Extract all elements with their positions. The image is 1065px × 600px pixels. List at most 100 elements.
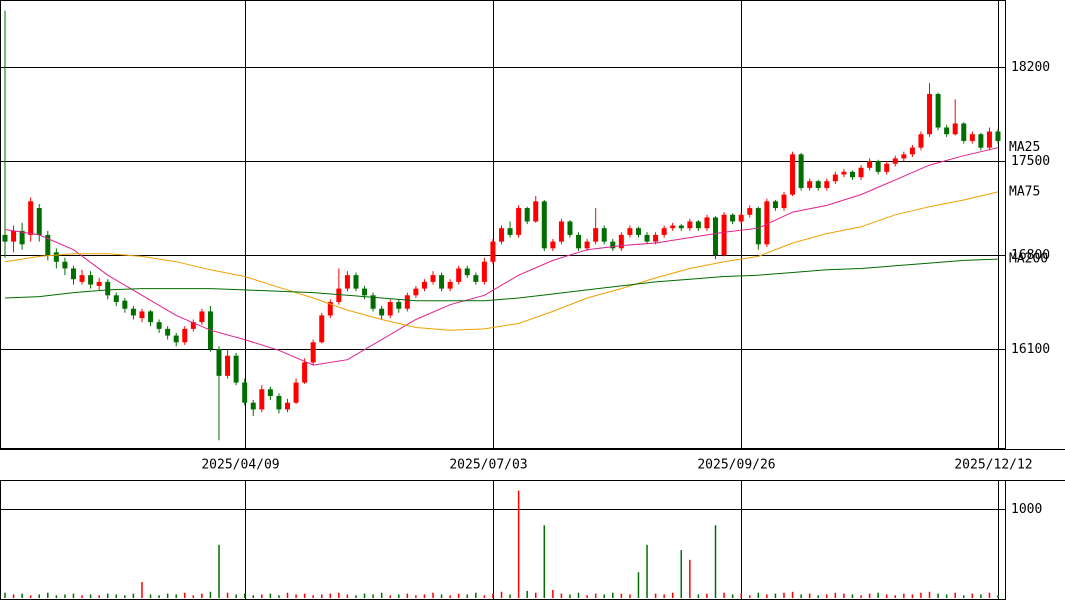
candle-body	[310, 342, 316, 363]
volume-bar	[560, 593, 563, 598]
volume-bar	[398, 594, 400, 598]
volume-bar	[192, 595, 195, 598]
candle-body	[644, 234, 650, 242]
volume-bar	[783, 592, 785, 598]
candle-body	[456, 268, 462, 282]
volume-bar	[911, 594, 914, 598]
volume-bar	[261, 594, 263, 598]
x-tick-label: 2025/07/03	[449, 458, 527, 473]
volume-bar	[269, 593, 272, 598]
candle-body	[370, 295, 376, 309]
candle-body	[909, 147, 915, 155]
candle-body	[867, 161, 873, 168]
candle-body	[45, 234, 51, 256]
volume-bar	[689, 559, 691, 598]
volume-bar	[517, 490, 520, 598]
volume-bar	[423, 594, 426, 598]
volume-bar	[415, 595, 417, 598]
volume-bar	[166, 593, 169, 598]
volume-bar	[988, 592, 991, 598]
volume-bar	[149, 594, 152, 598]
candle-body	[447, 281, 453, 289]
volume-bar	[954, 592, 956, 598]
volume-bar	[466, 594, 469, 598]
volume-bar	[843, 593, 845, 598]
candle-body	[798, 154, 804, 188]
volume-bar	[543, 525, 546, 598]
candle-body	[148, 311, 154, 323]
volume-bar	[500, 591, 503, 598]
volume-bar	[55, 595, 58, 598]
volume-bar	[800, 594, 802, 598]
volume-bar	[363, 593, 366, 598]
volume-bar	[338, 592, 340, 598]
candle-body	[36, 208, 42, 235]
candle-body	[790, 154, 796, 195]
candle-body	[772, 201, 778, 209]
candle-body	[284, 402, 290, 410]
legend-label: MA200	[1009, 252, 1048, 267]
volume-bar	[834, 592, 837, 598]
legend-label: MA25	[1009, 140, 1040, 155]
volume-bar	[714, 525, 717, 598]
volume-bar	[877, 592, 879, 598]
volume-bar	[577, 592, 580, 598]
volume-bar	[509, 594, 511, 598]
candle-body	[541, 201, 547, 249]
candle-body	[610, 241, 616, 249]
candle-body	[695, 221, 701, 229]
candle-body	[336, 288, 342, 303]
candle-body	[430, 275, 436, 282]
volume-bar	[457, 593, 460, 598]
volume-bar	[612, 592, 614, 598]
volume-bar	[184, 592, 186, 598]
volume-bar	[945, 594, 948, 598]
candle-body	[576, 234, 582, 249]
ma-line	[4, 258, 999, 302]
candle-body	[413, 288, 419, 296]
candle-body	[302, 362, 308, 383]
candle-body	[901, 154, 907, 159]
candle-body	[242, 382, 248, 403]
candle-body	[19, 230, 25, 245]
candle-body	[849, 171, 855, 178]
candle-body	[507, 228, 513, 235]
volume-bar	[937, 593, 939, 598]
candle-body	[961, 123, 967, 141]
candle-body	[319, 315, 325, 343]
candle-body	[70, 268, 76, 280]
x-tick-label: 2025/09/26	[697, 458, 775, 473]
candle-body	[165, 328, 171, 336]
candle-body	[267, 389, 273, 396]
candle-body	[550, 241, 556, 249]
volume-bar	[851, 594, 854, 598]
candle-body	[250, 402, 256, 410]
volume-bar	[81, 595, 83, 598]
candle-body	[952, 123, 958, 135]
candle-body	[781, 194, 787, 209]
candle-body	[88, 275, 94, 285]
volume-bar	[432, 592, 434, 598]
candle-body	[978, 134, 984, 148]
volume-bar	[295, 594, 297, 598]
volume-bar	[29, 595, 32, 598]
candle-body	[216, 348, 222, 376]
candle-body	[661, 228, 667, 235]
volume-bar	[12, 594, 15, 598]
volume-bar	[98, 595, 100, 598]
candle-body	[747, 208, 753, 215]
candle-body	[11, 230, 17, 242]
candle-body	[481, 261, 487, 282]
candle-body	[62, 261, 68, 269]
legend-label: MA75	[1009, 184, 1040, 199]
volume-bar	[141, 582, 143, 598]
candle-body	[233, 355, 239, 383]
candle-body	[276, 395, 282, 410]
volume-bar	[235, 594, 237, 598]
volume-bar	[637, 572, 640, 598]
volume-bar	[569, 594, 571, 598]
volume-bar	[826, 594, 828, 598]
candle-body	[584, 241, 590, 249]
volume-bar	[526, 590, 528, 598]
